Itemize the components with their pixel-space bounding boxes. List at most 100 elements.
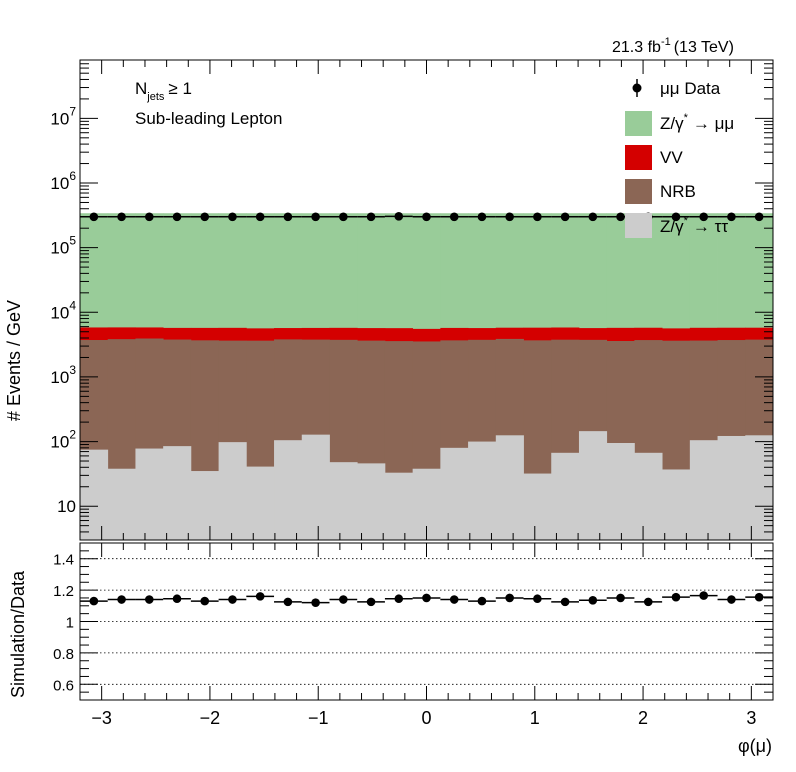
data-point — [449, 212, 459, 222]
y-tick-label: 106 — [50, 169, 76, 193]
data-points — [80, 212, 773, 222]
legend-zmm-swatch — [625, 111, 652, 136]
x-tick-label: 0 — [421, 708, 431, 728]
x-axis-title: φ(μ) — [738, 736, 772, 756]
stack-histogram — [80, 213, 774, 541]
legend-nrb-swatch — [625, 179, 652, 204]
stack-bar-ztt — [80, 449, 109, 540]
legend-vv-label: VV — [660, 148, 683, 167]
ratio-point — [505, 593, 514, 603]
data-point — [394, 212, 404, 221]
y-tick-label: 103 — [50, 363, 76, 387]
upper-x-ticks — [79, 60, 774, 540]
data-point — [228, 212, 237, 222]
legend-item-vv: VV — [625, 145, 683, 170]
data-point — [699, 212, 708, 222]
legend-data-marker — [632, 83, 642, 93]
ratio-y-tick-label: 0.6 — [53, 677, 74, 694]
stack-bar-ztt — [495, 435, 524, 540]
x-tick-label: 2 — [638, 708, 648, 728]
legend-ztt-label: Z/γ* → ττ — [660, 215, 728, 236]
data-point — [89, 212, 99, 222]
data-point — [200, 212, 210, 222]
data-point — [754, 212, 764, 222]
ratio-point — [200, 596, 210, 606]
ratio-point — [449, 595, 459, 604]
ratio-point — [588, 596, 598, 605]
y-tick-label: 105 — [50, 234, 76, 258]
legend-item-zmm: Z/γ* → μμ — [625, 111, 734, 136]
ratio-point — [616, 593, 625, 603]
y-tick-label: 102 — [50, 428, 76, 452]
legend-vv-swatch — [625, 145, 652, 170]
ratio-y-tick-label: 0.8 — [53, 646, 74, 663]
selection-label: Sub-leading Lepton — [135, 109, 282, 128]
stack-bar-ztt — [274, 440, 303, 540]
legend-nrb-label: NRB — [660, 182, 696, 201]
legend-ztt-swatch — [625, 213, 652, 238]
stack-bar-ztt — [163, 446, 192, 540]
ratio-point — [228, 595, 237, 604]
ratio-point — [145, 595, 154, 604]
lumi-label: 21.3 fb-1 (13 TeV) — [612, 36, 734, 56]
ratio-point — [699, 591, 708, 600]
stack-bar-ztt — [578, 431, 608, 540]
data-point — [616, 212, 625, 222]
ratio-y-tick-label: 1.4 — [53, 552, 74, 569]
legend: μμ Data Z/γ* → μμ VV NRB Z/γ* → ττ — [625, 79, 734, 238]
ratio-point — [117, 595, 126, 604]
x-tick-label: −2 — [200, 708, 221, 728]
x-tick-label: 3 — [746, 708, 756, 728]
stack-bar-ztt — [662, 469, 691, 540]
data-point — [505, 212, 514, 222]
ratio-point — [366, 597, 376, 607]
ratio-grid — [80, 558, 773, 685]
ratio-point — [477, 596, 487, 606]
stack-bar-ztt — [301, 434, 330, 540]
ratio-point — [255, 592, 265, 601]
ratio-y-axis-title: Simulation/Data — [8, 570, 28, 698]
ratio-point — [643, 597, 653, 607]
ratio-point — [422, 593, 431, 603]
upper-panel: 10 102 103 104 105 106 107 # Events / GeV Njet… — [4, 59, 774, 541]
legend-item-data: μμ Data — [632, 79, 721, 98]
ratio-point — [311, 598, 320, 607]
data-point — [145, 212, 154, 222]
upper-y-axis-title: # Events / GeV — [4, 300, 24, 421]
x-tick-label: −3 — [91, 708, 112, 728]
x-tick-label: −1 — [308, 708, 329, 728]
ratio-point — [172, 594, 182, 604]
stack-bar-ztt — [523, 473, 552, 540]
ratio-point — [89, 596, 99, 606]
data-point — [727, 212, 736, 222]
stack-bar-ztt — [551, 452, 580, 540]
stack-bar-ztt — [190, 471, 219, 540]
upper-y-axis: 10 102 103 104 105 106 107 — [50, 59, 773, 541]
ratio-point — [671, 592, 681, 602]
ratio-y-tick-label: 1 — [66, 615, 74, 632]
data-point — [172, 212, 182, 222]
data-point — [477, 212, 487, 222]
data-point — [339, 212, 348, 222]
data-point — [588, 212, 598, 222]
ratio-panel: 0.6 0.8 1 1.2 1.4 −3 −2 −1 0 1 2 3 Simulation/Data… — [8, 542, 774, 756]
data-point — [117, 212, 126, 222]
stack-bar-ztt — [606, 443, 635, 540]
stack-bar-ztt — [468, 441, 497, 540]
legend-data-label: μμ Data — [660, 79, 721, 98]
ratio-point — [560, 597, 570, 607]
stack-bar-ztt — [440, 447, 469, 540]
x-tick-label: 1 — [530, 708, 540, 728]
stack-bar-ztt — [329, 462, 358, 540]
ratio-y-tick-label: 1.2 — [53, 583, 74, 600]
data-point — [255, 212, 265, 222]
ratio-point — [754, 592, 764, 602]
ratio-point — [283, 597, 293, 607]
njets-label: Njets ≥ 1 — [135, 79, 192, 103]
stack-bar-ztt — [246, 466, 275, 540]
ratio-x-axis: −3 −2 −1 0 1 2 3 — [79, 543, 774, 728]
data-point — [533, 212, 542, 222]
stack-bar-ztt — [384, 472, 414, 540]
legend-item-ztt: Z/γ* → ττ — [625, 213, 728, 238]
